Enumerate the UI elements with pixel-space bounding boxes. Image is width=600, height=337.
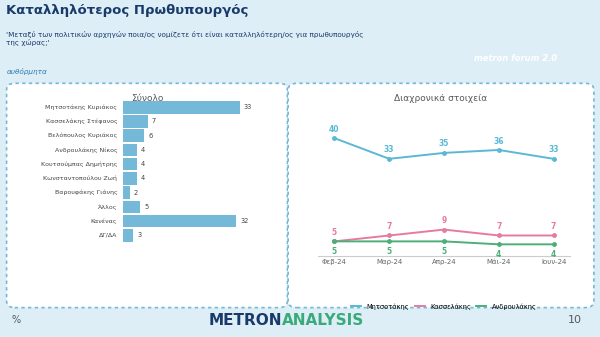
FancyBboxPatch shape: [122, 115, 148, 128]
Text: METRON: METRON: [209, 313, 282, 328]
FancyBboxPatch shape: [122, 129, 144, 142]
Text: 4: 4: [141, 161, 145, 167]
FancyBboxPatch shape: [288, 83, 594, 308]
Text: Καταλληλότερος Πρωθυπουργός: Καταλληλότερος Πρωθυπουργός: [7, 4, 249, 17]
Text: 9: 9: [442, 216, 446, 225]
Text: 5: 5: [386, 247, 392, 256]
Text: Κωνσταντοπούλου Ζωή: Κωνσταντοπούλου Ζωή: [43, 176, 118, 181]
Text: ANALYSIS: ANALYSIS: [282, 313, 364, 328]
FancyBboxPatch shape: [122, 144, 137, 156]
Text: 7: 7: [152, 119, 156, 124]
Text: Μητσοτάκης Κυριάκος: Μητσοτάκης Κυριάκος: [46, 104, 118, 110]
FancyBboxPatch shape: [122, 215, 236, 227]
Text: 36: 36: [494, 136, 504, 146]
Text: Άλλος: Άλλος: [98, 204, 118, 210]
FancyBboxPatch shape: [122, 201, 140, 213]
Text: 6: 6: [148, 133, 152, 139]
Text: 3: 3: [137, 232, 142, 238]
Text: 5: 5: [332, 247, 337, 256]
Text: 33: 33: [384, 145, 394, 154]
Text: Διαχρονικά στοιχεία: Διαχρονικά στοιχεία: [394, 94, 488, 103]
Text: 4: 4: [496, 250, 502, 258]
Text: 4: 4: [141, 176, 145, 181]
Text: 5: 5: [332, 228, 337, 237]
Text: 5: 5: [145, 204, 149, 210]
FancyBboxPatch shape: [122, 172, 137, 185]
Text: Ανδρουλάκης Νίκος: Ανδρουλάκης Νίκος: [55, 147, 118, 153]
Text: 4: 4: [141, 147, 145, 153]
Text: Κουτσούμπας Δημήτρης: Κουτσούμπας Δημήτρης: [41, 161, 118, 167]
FancyBboxPatch shape: [122, 158, 137, 171]
Text: 5: 5: [442, 247, 446, 256]
FancyBboxPatch shape: [122, 229, 133, 242]
Text: metron forum 2.0: metron forum 2.0: [475, 54, 557, 63]
Text: Κασσελάκης Στέφανος: Κασσελάκης Στέφανος: [46, 119, 118, 124]
Text: 7: 7: [551, 222, 556, 231]
FancyBboxPatch shape: [122, 101, 240, 114]
Text: 10: 10: [568, 315, 582, 325]
FancyBboxPatch shape: [7, 83, 287, 308]
Text: Βελόπουλος Κυριάκος: Βελόπουλος Κυριάκος: [48, 133, 118, 139]
Text: 32: 32: [241, 218, 248, 224]
Text: Σύνολο: Σύνολο: [131, 94, 163, 103]
Text: 35: 35: [439, 140, 449, 149]
Text: 33: 33: [244, 104, 252, 110]
Text: 7: 7: [496, 222, 502, 231]
Text: 2: 2: [134, 190, 138, 196]
Text: 40: 40: [329, 125, 340, 134]
Text: 7: 7: [386, 222, 392, 231]
Text: αυθόρμητα: αυθόρμητα: [7, 68, 47, 75]
Text: 33: 33: [548, 145, 559, 154]
FancyBboxPatch shape: [122, 186, 130, 199]
Text: ΔΓ/ΔΑ: ΔΓ/ΔΑ: [99, 233, 118, 238]
Legend: Μητσοτάκης, Κασσελάκης, Ανδρουλάκης: Μητσοτάκης, Κασσελάκης, Ανδρουλάκης: [349, 300, 539, 312]
Text: Βαρουφάκης Γιάνης: Βαρουφάκης Γιάνης: [55, 190, 118, 195]
Text: 4: 4: [551, 250, 556, 258]
Text: Κανένας: Κανένας: [91, 218, 118, 224]
Text: 'Μεταξύ των πολιτικών αρχηγών ποια/ος νομίζετε ότι είναι καταλληλότερη/ος για πρ: 'Μεταξύ των πολιτικών αρχηγών ποια/ος νο…: [7, 31, 364, 46]
Text: %: %: [12, 315, 21, 325]
